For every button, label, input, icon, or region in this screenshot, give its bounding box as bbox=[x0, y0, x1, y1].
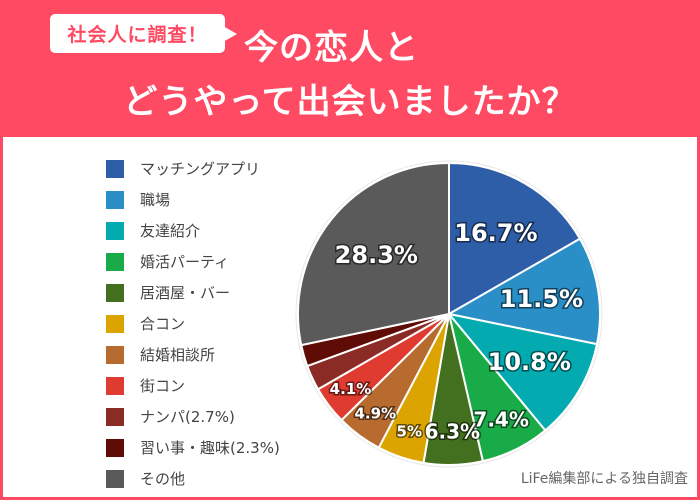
legend-label: 街コン bbox=[140, 377, 186, 395]
legend-swatch bbox=[106, 283, 124, 302]
pie-slice bbox=[297, 161, 450, 347]
legend-swatch bbox=[106, 159, 124, 178]
legend-label: 婚活パーティ bbox=[140, 253, 230, 271]
slice-value-label: 4.1% bbox=[330, 380, 372, 398]
slice-value-label: 11.5% bbox=[500, 285, 583, 313]
legend-swatch bbox=[106, 469, 124, 488]
header-banner: 社会人に調査！ 今の恋人と どうやって出会いましたか？ bbox=[0, 0, 700, 137]
chart-legend: マッチングアプリ 職場友達紹介婚活パーティ 居酒屋・バー 合コン結婚相談所街コンナンパ… bbox=[106, 153, 280, 494]
legend-swatch bbox=[106, 376, 124, 395]
legend-item: 習い事・趣味(2.3%) bbox=[106, 432, 280, 463]
legend-swatch bbox=[106, 345, 124, 364]
legend-label: 習い事・趣味(2.3%) bbox=[140, 439, 280, 457]
legend-label: 居酒屋・バー bbox=[140, 284, 231, 302]
title-line-1: 今の恋人と bbox=[244, 28, 419, 68]
legend-item: その他 bbox=[106, 463, 280, 494]
legend-item: 友達紹介 bbox=[106, 215, 280, 246]
title-line-2: どうやって出会いましたか？ bbox=[123, 82, 577, 122]
source-credit: LiFe編集部による独自調査 bbox=[520, 471, 688, 487]
slice-value-label: 16.7% bbox=[454, 219, 537, 247]
legend-label: ナンパ(2.7%) bbox=[140, 408, 235, 426]
slice-value-label: 4.9% bbox=[354, 404, 396, 422]
legend-label: 合コン bbox=[140, 315, 186, 333]
pie-slice bbox=[448, 161, 582, 316]
legend-item: 合コン bbox=[106, 308, 280, 339]
legend-swatch bbox=[106, 314, 124, 333]
legend-item: マッチングアプリ bbox=[106, 153, 280, 184]
legend-item: ナンパ(2.7%) bbox=[106, 401, 280, 432]
legend-item: 結婚相談所 bbox=[106, 339, 280, 370]
pie-slice bbox=[446, 312, 599, 432]
legend-label: 結婚相談所 bbox=[140, 346, 216, 364]
legend-label: マッチングアプリ bbox=[140, 160, 261, 178]
legend-swatch bbox=[106, 438, 124, 457]
badge-speech-tail bbox=[223, 26, 237, 42]
legend-label: 友達紹介 bbox=[140, 222, 201, 240]
slice-value-label: 28.3% bbox=[335, 241, 418, 269]
slice-value-label: 5% bbox=[397, 422, 422, 440]
legend-item: 街コン bbox=[106, 370, 280, 401]
legend-item: 婚活パーティ bbox=[106, 246, 280, 277]
legend-label: 職場 bbox=[140, 191, 171, 209]
legend-item: 居酒屋・バー bbox=[106, 277, 280, 308]
legend-item: 職場 bbox=[106, 184, 280, 215]
legend-swatch bbox=[106, 221, 124, 240]
survey-badge: 社会人に調査！ bbox=[50, 14, 225, 53]
legend-swatch bbox=[106, 407, 124, 426]
slice-value-label: 10.8% bbox=[488, 348, 571, 376]
slice-value-label: 6.3% bbox=[425, 420, 480, 444]
legend-label: その他 bbox=[140, 470, 186, 488]
slice-value-label: 7.4% bbox=[473, 408, 528, 432]
pie-slice bbox=[446, 237, 601, 346]
legend-swatch bbox=[106, 190, 124, 209]
legend-swatch bbox=[106, 252, 124, 271]
